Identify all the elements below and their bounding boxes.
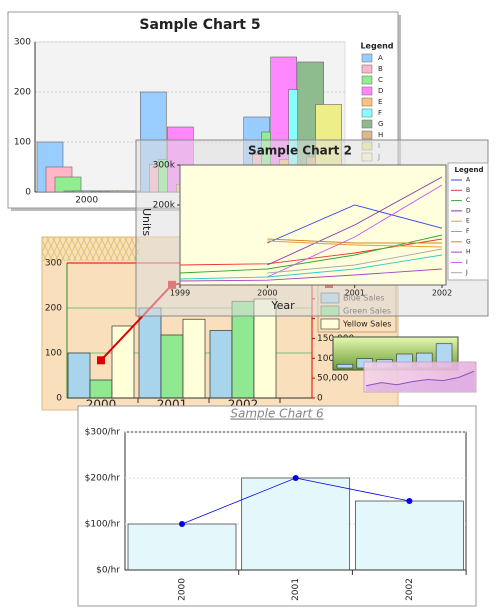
bar	[355, 500, 464, 571]
legend-label: J	[465, 269, 468, 276]
y2-tick-label: 50,000	[317, 374, 349, 384]
legend-label: A	[378, 54, 383, 62]
legend-label: B	[378, 65, 383, 73]
area	[366, 371, 474, 391]
y-tick-label: $200/hr	[85, 474, 121, 484]
y-tick-label: $300/hr	[85, 428, 121, 438]
bar	[209, 330, 233, 399]
x-tick-label: 2001	[344, 289, 364, 298]
legend-label: F	[466, 228, 470, 235]
legend-swatch	[320, 318, 340, 330]
legend-swatch	[361, 108, 373, 118]
line	[267, 176, 443, 266]
y-tick-label: 200	[45, 304, 62, 314]
x-tick-label: 2001	[291, 578, 301, 601]
legend-label: F	[378, 109, 382, 117]
point	[179, 521, 185, 527]
bar	[160, 334, 184, 399]
y-tick-label: 100	[45, 349, 62, 359]
chart-line: Sample Chart 2 200k 300k Units Year 1999 2000 2…	[135, 139, 489, 317]
y-tick-label: 200	[14, 88, 31, 98]
line	[267, 240, 443, 248]
y-axis-title: Units	[140, 208, 153, 236]
bar	[127, 523, 237, 571]
x-tick-label: 2002	[405, 578, 415, 601]
legend-label: E	[378, 98, 382, 106]
x-axis-title: Year	[270, 299, 295, 312]
legend-label: B	[466, 187, 470, 194]
legend-title: Legend	[455, 166, 484, 174]
legend-swatch	[361, 97, 373, 107]
bar	[182, 318, 206, 399]
line	[267, 204, 443, 244]
line	[267, 184, 443, 278]
y-tick-label: 300	[14, 38, 31, 48]
x-tick-label: 2002	[432, 289, 452, 298]
legend-swatch	[361, 75, 373, 85]
legend-label: Yellow Sales	[342, 320, 391, 329]
sparkline-area	[363, 361, 477, 393]
chart-combo: Sample Chart 6 $0/hr $100/hr $200/hr $300/hr…	[77, 405, 477, 607]
bar	[241, 477, 351, 571]
chart-bar: Sample Chart 50100200300200020012002Lege…	[7, 11, 401, 211]
legend-swatch	[361, 130, 373, 140]
y-tick-label: 0	[25, 188, 31, 198]
bar	[336, 363, 354, 369]
y-tick-label: 300	[45, 259, 62, 269]
legend-label: C	[466, 197, 470, 204]
chart-title: Sample Chart 5	[139, 17, 260, 33]
bar	[54, 176, 82, 193]
line	[179, 268, 443, 282]
legend-label: G	[466, 238, 471, 245]
legend-label: E	[466, 218, 470, 225]
legend-label: C	[378, 76, 383, 84]
legend-label: A	[466, 177, 471, 184]
line	[179, 254, 443, 280]
y-tick-label: $0/hr	[96, 566, 120, 576]
bar	[138, 307, 162, 399]
x-tick-label: 1999	[170, 289, 190, 298]
legend-label: G	[378, 120, 383, 128]
line	[365, 370, 475, 387]
line	[267, 248, 443, 274]
y-tick-label: 300k	[153, 161, 176, 171]
legend-swatch	[361, 86, 373, 96]
x-tick-label: 2000	[178, 578, 188, 601]
x-tick-label: 2000	[75, 196, 98, 206]
chart-title: Sample Chart 6	[230, 407, 324, 421]
y-tick-label: 200k	[153, 201, 176, 211]
y-tick-label: 0	[56, 394, 62, 404]
header-pattern	[42, 237, 140, 261]
legend-label: D	[466, 207, 471, 214]
legend-label: H	[466, 249, 471, 256]
bar	[89, 379, 113, 399]
x-tick-label: 2000	[257, 289, 277, 298]
legend-label: D	[378, 87, 383, 95]
legend-label: I	[466, 259, 468, 266]
chart-title: Sample Chart 2	[248, 144, 352, 158]
y-tick-label: 100	[14, 138, 31, 148]
line	[267, 238, 442, 244]
legend-swatch	[361, 64, 373, 74]
legend-label: H	[378, 131, 383, 139]
plot-area	[179, 164, 447, 286]
legend-swatch	[361, 53, 373, 63]
point	[406, 498, 413, 504]
point	[97, 356, 105, 365]
y-tick-label: $100/hr	[85, 520, 121, 530]
legend-title: Legend	[360, 42, 393, 51]
point	[292, 475, 299, 481]
y2-tick-label: 0	[317, 394, 323, 404]
legend-swatch	[361, 119, 373, 129]
bar	[67, 352, 91, 399]
line	[179, 234, 443, 274]
